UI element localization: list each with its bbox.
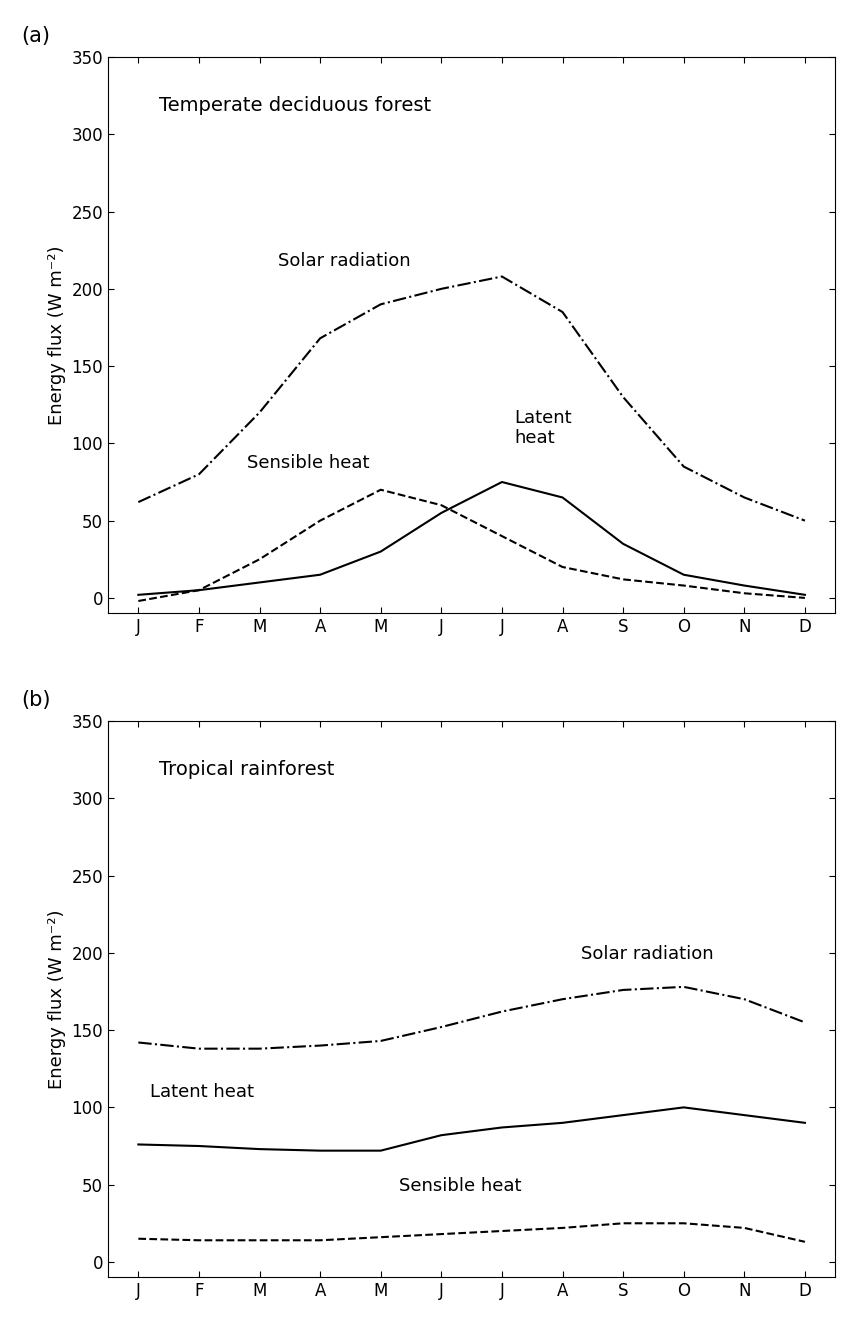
Text: Temperate deciduous forest: Temperate deciduous forest <box>159 96 431 116</box>
Text: (b): (b) <box>21 691 50 710</box>
Text: (a): (a) <box>21 27 50 46</box>
Y-axis label: Energy flux (W m⁻²): Energy flux (W m⁻²) <box>48 246 66 425</box>
Text: Latent heat: Latent heat <box>150 1082 255 1101</box>
Text: Tropical rainforest: Tropical rainforest <box>159 760 334 780</box>
Text: Sensible heat: Sensible heat <box>248 454 370 473</box>
Text: Solar radiation: Solar radiation <box>581 946 714 963</box>
Text: Solar radiation: Solar radiation <box>278 252 410 270</box>
Text: Latent
heat: Latent heat <box>514 409 571 448</box>
Text: Sensible heat: Sensible heat <box>399 1177 521 1195</box>
Y-axis label: Energy flux (W m⁻²): Energy flux (W m⁻²) <box>48 910 66 1089</box>
